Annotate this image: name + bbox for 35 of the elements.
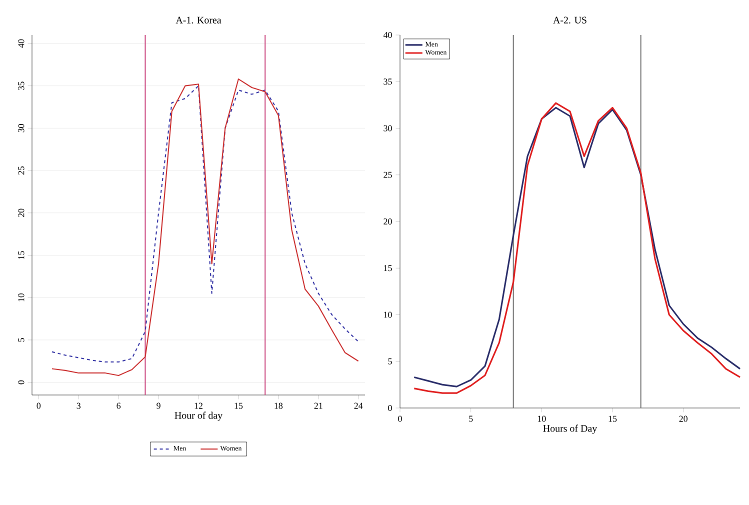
x-axis-title: Hour of day bbox=[174, 412, 223, 421]
y-tick-label: 25 bbox=[18, 166, 24, 175]
x-tick-label: 5 bbox=[469, 416, 473, 422]
chart-title: A-2. US bbox=[553, 16, 586, 24]
y-tick-label: 0 bbox=[18, 380, 24, 384]
y-tick-label: 35 bbox=[18, 82, 24, 90]
x-tick-label: 21 bbox=[314, 402, 322, 409]
x-tick-label: 20 bbox=[679, 416, 688, 422]
y-tick-label: 30 bbox=[18, 124, 24, 132]
y-tick-label: 25 bbox=[384, 172, 392, 178]
y-tick-label: 15 bbox=[384, 265, 392, 272]
x-axis-title: Hours of Day bbox=[543, 424, 598, 434]
x-tick-label: 9 bbox=[156, 402, 160, 409]
y-tick-label: 30 bbox=[384, 125, 392, 132]
x-tick-label: 6 bbox=[116, 402, 121, 409]
y-tick-label: 40 bbox=[18, 39, 24, 48]
y-tick-label: 20 bbox=[18, 208, 24, 217]
x-tick-label: 10 bbox=[538, 416, 546, 422]
x-tick-label: 18 bbox=[274, 402, 283, 409]
x-tick-label: 3 bbox=[76, 402, 81, 409]
y-tick-label: 35 bbox=[384, 78, 392, 85]
y-tick-label: 15 bbox=[18, 251, 24, 259]
x-tick-label: 0 bbox=[398, 416, 402, 422]
x-tick-label: 15 bbox=[608, 416, 617, 422]
y-tick-label: 20 bbox=[384, 218, 392, 225]
chart-title: A-1. Korea bbox=[176, 16, 222, 24]
y-tick-label: 5 bbox=[388, 358, 392, 364]
y-tick-label: 5 bbox=[18, 338, 24, 342]
y-tick-label: 40 bbox=[383, 32, 392, 38]
x-tick-label: 12 bbox=[194, 402, 202, 409]
x-tick-label: 0 bbox=[36, 402, 41, 409]
y-tick-label: 10 bbox=[384, 312, 392, 318]
x-tick-label: 24 bbox=[354, 402, 363, 409]
y-tick-label: 10 bbox=[18, 293, 24, 302]
x-tick-label: 15 bbox=[234, 402, 243, 409]
